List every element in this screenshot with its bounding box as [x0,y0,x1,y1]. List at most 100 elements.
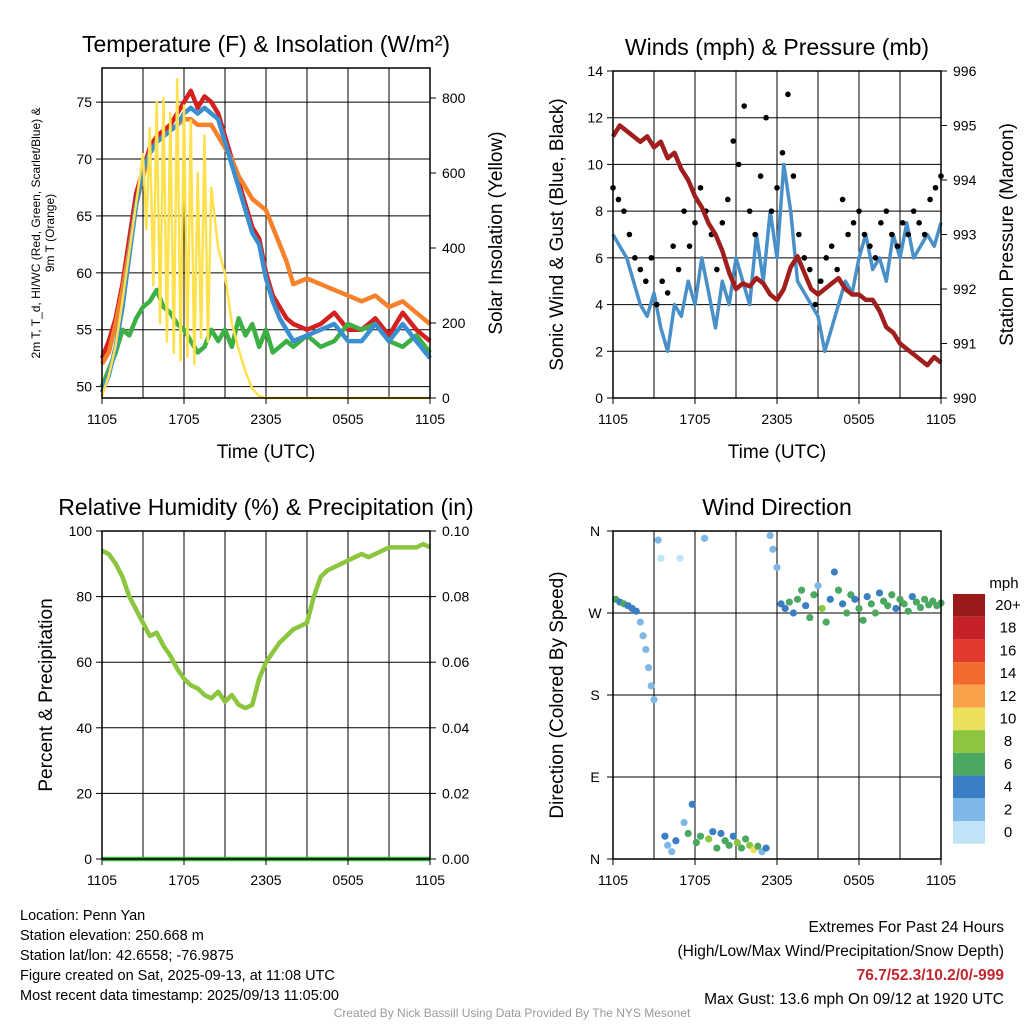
direction-point [657,554,665,562]
y-tick-label: 14 [587,63,603,79]
y2-tick-label: 800 [442,90,466,106]
gust-point [763,114,769,121]
y-tick-label: 60 [76,265,92,281]
gust-point [653,301,660,308]
gust-point [856,208,862,214]
y-tick-label: 8 [595,203,603,219]
y-tick-label: 4 [595,297,603,313]
direction-point [729,832,737,840]
figure-created: Figure created on Sat, 2025-09-13, at 11… [20,968,335,984]
gust-point [670,243,676,249]
x-tick-label: 0505 [843,872,874,888]
direction-point [830,568,839,576]
gust-point [779,149,786,156]
gust-point [768,208,775,214]
y-tick-label: 0 [595,390,603,406]
gust-point [845,231,851,238]
gust-point [807,266,813,273]
colorbar-swatch [953,821,985,844]
y-tick-label: 75 [76,94,92,110]
series-line-relative-humidity [101,541,431,711]
direction-point [826,595,834,603]
gust-point [861,231,868,238]
gust-point [637,266,644,273]
y-axis-label: 2m T, T_d, HI/WC (Red, Green, Scarlet/Bl… [29,108,43,359]
direction-point [650,695,658,704]
extremes-values: 76.7/52.3/10.2/0/-999 [856,967,1004,984]
direction-point [692,839,700,847]
x-tick-label: 1105 [926,872,956,888]
station-latlon: Station lat/lon: 42.6558; -76.9875 [20,948,234,964]
direction-point [636,618,644,626]
direction-point [644,664,653,672]
gust-point [632,255,638,261]
gust-point [735,161,742,168]
y2-tick-label: 0.08 [442,589,469,605]
gust-point [725,196,731,203]
colorbar-swatch [953,639,985,663]
gust-point [626,231,633,238]
y-tick-label: 0 [84,851,92,867]
gust-point [686,243,693,249]
direction-point [700,534,709,542]
direction-point [737,844,746,852]
y2-tick-label: 992 [953,281,977,297]
direction-point [717,829,725,838]
x-tick-label: 1105 [926,411,956,427]
y-tick-label: 40 [76,720,92,736]
gust-point [714,266,720,273]
chart-title: Wind Direction [702,494,852,520]
direction-point [834,586,843,594]
gust-point [796,231,802,238]
gust-point [730,138,737,144]
gust-point [894,243,901,249]
direction-point [871,609,880,617]
direction-point [754,842,762,850]
x-tick-label: 0505 [332,872,363,888]
y2-tick-label: 995 [953,118,977,134]
direction-point [762,844,770,852]
y-tick-label: N [590,523,600,539]
x-axis-label: Time (UTC) [217,442,316,463]
direction-point [900,600,908,608]
direction-point [709,828,717,836]
gust-point [932,184,939,191]
y-tick-label: N [590,851,600,867]
y2-tick-label: 200 [442,315,466,331]
gust-point [850,220,857,226]
gust-point [681,208,687,214]
gust-point [752,231,758,238]
station-info: Location: Penn Yan Station elevation: 25… [20,906,339,1006]
gust-point [899,220,906,226]
y2-tick-label: 0 [442,390,450,406]
direction-point [908,593,916,601]
colorbar-label: 2 [1004,801,1012,818]
direction-point [647,682,655,690]
direction-point [855,604,863,613]
chart-title: Temperature (F) & Insolation (W/m²) [82,31,450,57]
chart-title: Relative Humidity (%) & Precipitation (i… [58,494,473,520]
direction-point [867,600,875,608]
y2-tick-label: 0.02 [442,785,469,801]
x-tick-label: 1105 [415,411,445,427]
x-tick-label: 0505 [332,411,363,427]
y-axis-label: Percent & Precipitation [36,598,57,791]
series-line-sonic-wind [611,162,943,354]
direction-point [741,835,750,843]
colorbar-label: 20+ [995,597,1021,614]
gust-point [817,278,824,285]
gust-point [746,208,753,214]
gust-point [883,208,890,214]
x-tick-label: 1105 [87,411,117,427]
gust-point [774,184,780,191]
direction-point [916,603,925,612]
colorbar-swatch [953,775,985,799]
gust-point [785,91,791,98]
y2-tick-label: 993 [953,227,977,243]
gust-point [823,255,829,261]
y2-tick-label: 0.10 [442,523,469,539]
series-line-t-d [99,287,432,388]
gust-point [719,220,726,226]
series-line-solar-insolation [100,78,430,400]
gust-point [921,231,928,238]
